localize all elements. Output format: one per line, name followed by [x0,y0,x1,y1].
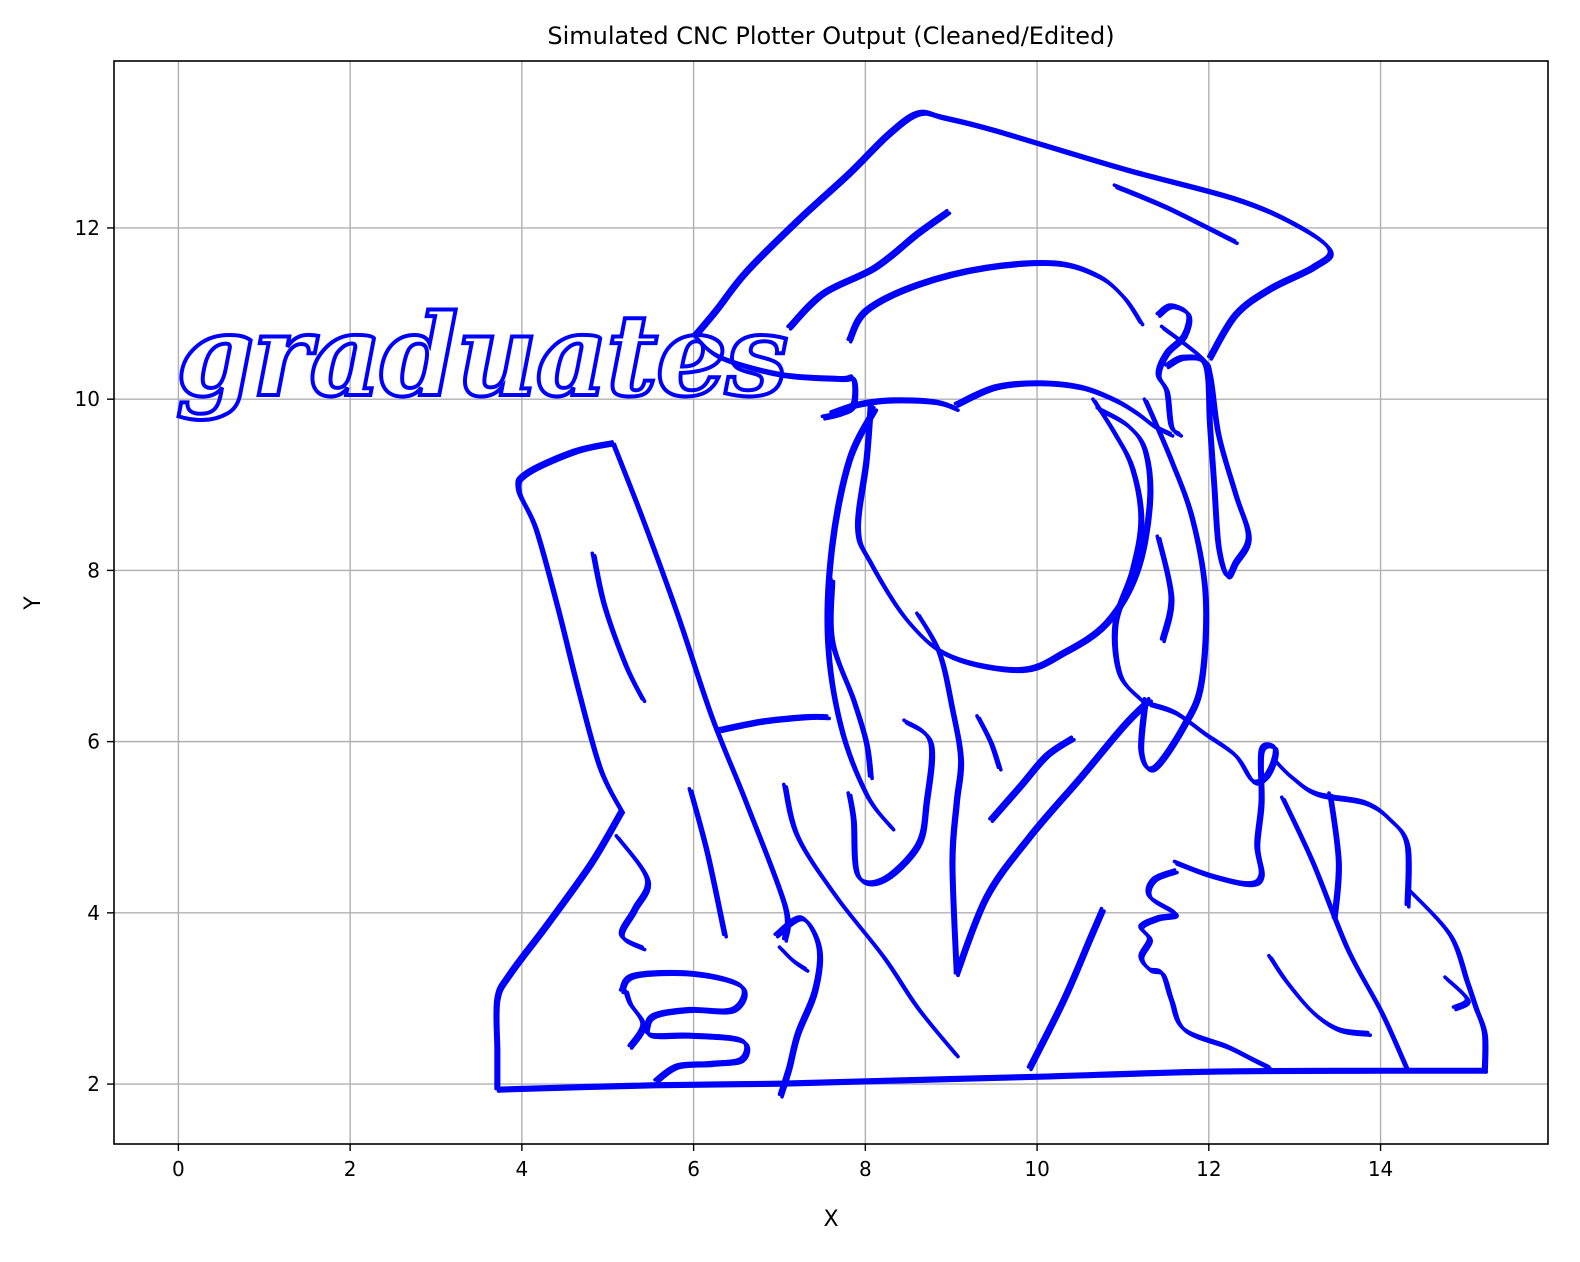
x-tick-label: 10 [1024,1157,1049,1181]
plot-stroke [1273,759,1412,909]
plot-stroke [496,1070,1488,1093]
plot-stroke [1026,906,1104,1069]
plot-stroke [780,947,810,973]
plot-stroke [953,697,1151,975]
graduates-outline-text: graduates [176,291,786,422]
plot-stroke [831,399,960,417]
plot-stroke [956,382,1175,438]
plot-stroke [854,401,1151,671]
plot-stroke [494,1067,1486,1091]
y-tick-label: 8 [87,558,100,582]
x-tick-label: 0 [172,1157,185,1181]
plot-stroke [1115,185,1239,246]
plot-stroke [917,613,965,978]
plot-stroke [848,262,1145,344]
plot-stroke [773,915,821,1097]
plot-stroke [717,713,829,731]
plot-stroke [621,972,751,1085]
plot-stroke [956,699,1153,978]
plot-frame [113,60,1549,1145]
plot-stroke [1093,399,1145,704]
plot-stroke [1329,793,1342,922]
plot-stroke [618,969,748,1082]
plot-stroke [1149,703,1279,888]
y-axis-label: Y [21,596,46,611]
plot-stroke [690,789,728,939]
plot-stroke [617,836,652,952]
x-axis-label: X [823,1207,838,1232]
plot-stroke [826,408,896,832]
plot-stroke [786,209,949,329]
plot-stroke [694,335,859,421]
plot-stroke [612,442,791,943]
plot-strokes [493,109,1489,1099]
x-tick-label: 2 [344,1157,357,1181]
plot-stroke [988,735,1074,821]
x-tick-label: 6 [687,1157,700,1181]
y-tick-label: 2 [87,1072,100,1096]
plot-stroke [1158,305,1193,438]
plot-stroke [493,808,623,1091]
plot-stroke [830,579,874,781]
y-tick-label: 10 [75,387,100,411]
plot-stroke [1445,977,1471,1012]
plot-stroke [720,716,831,734]
plot-stroke [1162,327,1252,580]
y-tick-label: 4 [87,901,100,925]
plot-stroke [495,810,625,1093]
y-tick-label: 12 [75,216,100,240]
grid-lines [114,61,1548,1144]
plot-stroke [775,917,824,1099]
axes-ticks: 0 2 4 6 8 10 12 14 2 4 6 8 10 12 [75,216,1394,1181]
x-tick-label: 4 [516,1157,529,1181]
plot-stroke [1140,399,1210,773]
x-tick-label: 14 [1368,1157,1393,1181]
plot-stroke [1327,791,1340,919]
plot-stroke [593,554,647,704]
plot-stroke [1029,909,1106,1072]
plot-stroke [977,716,1003,772]
plot-stroke [846,718,933,884]
plot-stroke [1158,536,1175,644]
chart-title: Simulated CNC Plotter Output (Cleaned/Ed… [547,22,1114,50]
plot-stroke [788,211,952,331]
plot-stroke [857,404,1154,674]
plot-stroke [625,990,647,1050]
y-tick-label: 6 [87,730,100,754]
plot-stroke [517,442,625,815]
plot-stroke [1282,798,1411,1073]
plot-stroke [1411,892,1489,1074]
plot-stroke [990,738,1076,823]
plot-stroke [1155,303,1190,436]
plot-stroke [1140,870,1274,1072]
x-tick-label: 12 [1196,1157,1221,1181]
plot-stroke [784,785,960,1059]
plot-stroke [694,112,1334,361]
x-tick-label: 8 [859,1157,872,1181]
plot-stroke [1269,956,1372,1037]
plot-stroke [848,720,936,887]
